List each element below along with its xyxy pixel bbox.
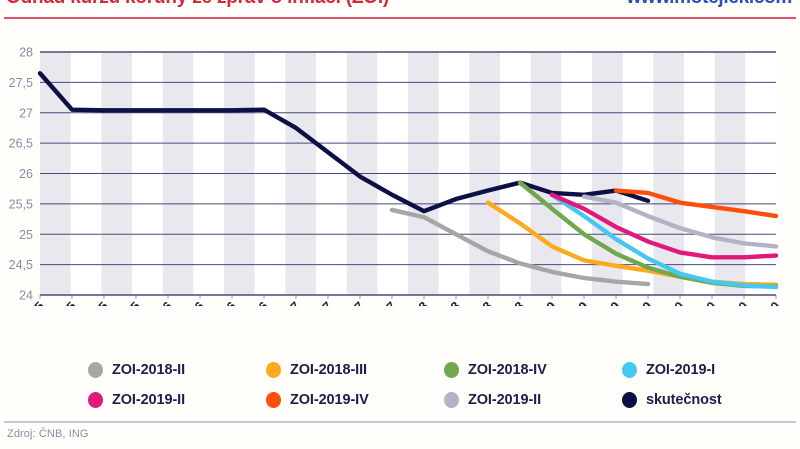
legend-item-zoi-2019-ii[interactable]: ZOI-2019-II [88,387,266,413]
legend-label: skutečnost [646,392,722,408]
legend-swatch-icon [622,392,637,408]
series-line [613,188,779,219]
x-tick-label: 9. 17 [336,299,367,306]
x-tick-label: 9. 18 [464,299,495,306]
header-divider [4,17,796,19]
legend-swatch-icon [88,362,103,378]
y-tick-label: 28 [19,46,33,60]
legend-label: ZOI-2018-III [290,362,367,378]
series-line [37,71,651,214]
y-tick-label: 24 [19,289,33,303]
y-tick-label: 27 [19,106,33,120]
source-note: Zdroj: ČNB, ING [7,428,89,440]
legend-label: ZOI-2018-II [112,362,186,378]
legend-swatch-icon [444,362,459,378]
x-tick-label: 9. 19 [592,299,623,306]
legend-item-zoi-2019-ii-b[interactable]: ZOI-2019-II [444,387,622,413]
legend-row-1: ZOI-2018-II ZOI-2018-III ZOI-2018-IV ZOI… [88,357,800,383]
x-tick-label: 12. 15 [107,299,143,306]
legend-item-zoi-2018-iv[interactable]: ZOI-2018-IV [444,357,622,383]
series-line [581,194,779,249]
legend-item-zoi-2019-iv[interactable]: ZOI-2019-IV [266,387,444,413]
x-tick-label: 12. 20 [747,299,783,306]
y-tick-label: 24,5 [9,258,33,272]
x-tick-label: 9. 16 [208,299,239,306]
brand-url: www.motejlek.com [626,0,792,9]
legend-item-zoi-2018-ii[interactable]: ZOI-2018-II [88,357,266,383]
series-line [549,192,779,290]
y-tick-label: 26 [19,167,33,181]
x-tick-label: 6. 16 [176,299,207,306]
x-tick-label: 3. 19 [528,299,559,306]
x-tick-label: 9. 15 [80,299,111,306]
x-tick-label: 6. 17 [304,299,335,306]
x-tick-label: 12. 16 [235,299,271,306]
legend-label: ZOI-2019-I [646,362,716,378]
y-tick-label: 27,5 [9,76,33,90]
legend-item-skutecnost[interactable]: skutečnost [622,387,800,413]
y-tick-label: 26,5 [9,137,33,151]
page-title: Odhad kurzu koruny ze zpráv o inflaci (Z… [6,0,389,9]
x-tick-label: 6. 20 [688,299,719,306]
x-tick-label: 3. 15 [16,299,47,306]
legend-swatch-icon [266,392,281,408]
x-tick-label: 3. 20 [656,299,687,306]
x-tick-label: 6. 18 [432,299,463,306]
x-tick-label: 12. 19 [619,299,655,306]
legend-label: ZOI-2019-II [112,392,186,408]
legend-label: ZOI-2019-IV [290,392,369,408]
series-line [549,192,779,260]
chart-legend: ZOI-2018-II ZOI-2018-III ZOI-2018-IV ZOI… [88,357,800,415]
legend-item-zoi-2019-i[interactable]: ZOI-2019-I [622,357,800,383]
legend-item-zoi-2018-iii[interactable]: ZOI-2018-III [266,357,444,383]
legend-swatch-icon [88,392,103,408]
legend-swatch-icon [444,392,459,408]
x-tick-label: 3. 18 [400,299,431,306]
y-tick-label: 25,5 [9,197,33,211]
legend-swatch-icon [266,362,281,378]
legend-label: ZOI-2019-II [468,392,542,408]
x-tick-label: 6. 19 [560,299,591,306]
x-tick-label: 12. 17 [363,299,399,306]
x-tick-label: 3. 17 [272,299,303,306]
legend-swatch-icon [622,362,637,378]
legend-row-2: ZOI-2019-II ZOI-2019-IV ZOI-2019-II skut… [88,387,800,413]
x-tick-label: 3. 16 [144,299,175,306]
footer-divider [4,421,796,423]
x-tick-label: 9. 20 [720,299,751,306]
legend-label: ZOI-2018-IV [468,362,547,378]
series-line [389,207,651,287]
x-tick-label: 6. 15 [48,299,79,306]
chart-header: Odhad kurzu koruny ze zpráv o inflaci (Z… [0,0,800,17]
x-tick-label: 12. 18 [491,299,527,306]
y-tick-label: 25 [19,228,33,242]
